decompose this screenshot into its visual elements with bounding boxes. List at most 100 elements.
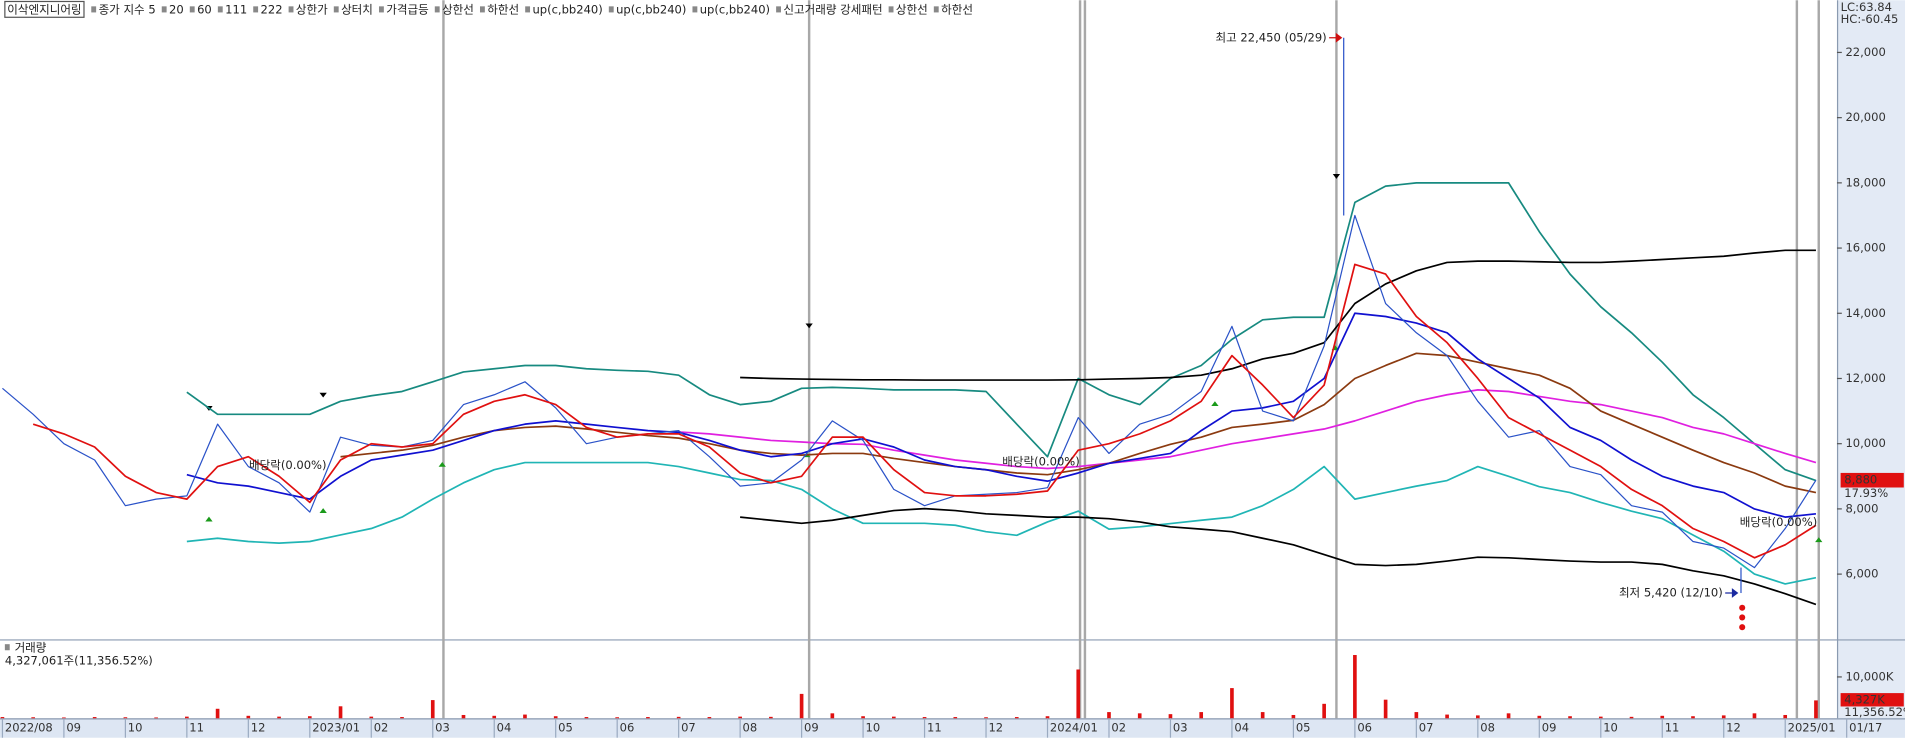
x-tick-label: 12	[988, 721, 1003, 735]
legend-item: 60	[197, 2, 212, 16]
legend-item: up(c,bb240)	[700, 2, 770, 16]
stock-name-box	[4, 0, 85, 18]
x-tick-label: 2022/08	[5, 721, 53, 735]
volume-bar	[369, 716, 374, 719]
volume-bar	[1629, 716, 1634, 719]
price-axis-panel	[1836, 0, 1905, 738]
volume-bar	[62, 717, 66, 719]
dividend-label: 배당락(0.00%)	[249, 458, 326, 472]
x-tick-label: 05	[1296, 721, 1311, 735]
down-arrow	[805, 323, 813, 329]
volume-bar	[984, 717, 988, 719]
x-tick-label: 09	[804, 721, 819, 735]
y-tick-label: 8,000	[1845, 501, 1878, 515]
volume-bar	[1353, 655, 1357, 719]
x-tick-label: 09	[66, 721, 81, 735]
legend-marker	[91, 6, 97, 13]
legend-item: 신고거래량 강세패턴	[783, 2, 882, 16]
series-line	[2, 214, 1817, 569]
legend-marker	[434, 6, 440, 13]
volume-bar	[1568, 716, 1572, 719]
legend-marker	[288, 6, 294, 13]
volume-tag	[1840, 693, 1904, 707]
legend-marker	[933, 6, 939, 13]
volume-bar	[1076, 669, 1081, 719]
y-tick-label: 20,000	[1845, 110, 1885, 124]
low-arrow	[1725, 588, 1739, 598]
volume-bar	[953, 717, 958, 719]
x-tick-label: 07	[1419, 721, 1434, 735]
x-tick-label: 11	[927, 721, 942, 735]
legend-item: 상한선	[896, 2, 928, 16]
x-tick-label: 10	[866, 721, 881, 735]
volume-bar	[769, 716, 773, 719]
price-change: 17.93%	[1844, 486, 1888, 500]
volume-title: 거래량	[15, 640, 47, 654]
down-arrow	[319, 392, 327, 398]
volume-bar	[615, 717, 620, 719]
x-tick-label: 11	[1665, 721, 1680, 735]
volume-bar	[215, 708, 220, 719]
series-line	[340, 352, 1817, 494]
y-tick-label: 10,000	[1845, 436, 1885, 450]
volume-bar	[492, 715, 497, 719]
volume-bar	[1506, 713, 1511, 719]
volume-bar	[553, 716, 558, 719]
legend-item: 상한가	[296, 2, 328, 16]
volume-bar	[1476, 715, 1480, 719]
high-label: 최고 22,450 (05/29)	[1216, 30, 1327, 44]
x-tick-label: 07	[681, 721, 696, 735]
volume-bar	[1014, 717, 1019, 719]
legend-marker	[189, 6, 195, 13]
x-tick-label: 06	[620, 721, 635, 735]
up-arrow	[205, 516, 213, 522]
signal-dot	[1739, 604, 1746, 611]
legend-item: 하한선	[941, 2, 973, 16]
volume-bar	[1199, 712, 1204, 719]
volume-bar	[1168, 714, 1173, 719]
volume-bar	[707, 717, 712, 719]
volume-change: 11,356.52%	[1844, 705, 1905, 719]
dividend-label: 배당락(0.00%)	[1002, 454, 1079, 468]
y-tick-label: 6,000	[1845, 567, 1878, 581]
volume-bar	[1660, 715, 1665, 719]
volume-bar	[1691, 716, 1695, 719]
volume-bar	[1137, 713, 1142, 719]
legend-marker	[161, 6, 167, 13]
x-tick-label: 04	[497, 721, 512, 735]
volume-bar	[1445, 714, 1449, 719]
volume-tick-label: 10,000K	[1845, 669, 1893, 683]
up-arrow	[319, 508, 327, 513]
series-line	[186, 312, 1817, 518]
legend-item: 222	[261, 2, 283, 16]
legend-marker	[888, 6, 894, 13]
volume-bar	[646, 717, 650, 719]
signal-dots	[1739, 604, 1746, 631]
series-line	[186, 182, 1817, 482]
x-tick-label: 11	[189, 721, 204, 735]
x-tick-label: 03	[435, 721, 450, 735]
low-label: 최저 5,420 (12/10)	[1619, 586, 1723, 600]
up-arrow	[438, 461, 446, 467]
plot: 최고 22,450 (05/29) 최저 5,420 (12/10) 배당락(0.0…	[0, 30, 1818, 719]
legend-item: up(c,bb240)	[532, 2, 602, 16]
volume-bar	[1291, 714, 1296, 719]
x-tick-label: 12	[251, 721, 266, 735]
x-tick-label: 12	[1726, 721, 1741, 735]
x-tick-label: 10	[128, 721, 143, 735]
volume-bar	[307, 716, 312, 719]
legend-item: 하한선	[487, 2, 519, 16]
legend-marker	[776, 6, 781, 13]
volume-bar	[1045, 716, 1050, 719]
up-arrow	[1211, 401, 1219, 407]
header: 이삭엔지니어링 종가 지수 5 20 60 111 222 상한가 상터치 가격급등 상한선 하한선…	[4, 0, 973, 18]
legend-item: 상터치	[341, 2, 373, 16]
volume-bar	[277, 716, 281, 719]
legend-marker	[378, 6, 384, 13]
hc-stat: HC:-60.45	[1841, 12, 1899, 26]
volume-bar	[1721, 715, 1726, 719]
volume-bar	[400, 717, 404, 719]
